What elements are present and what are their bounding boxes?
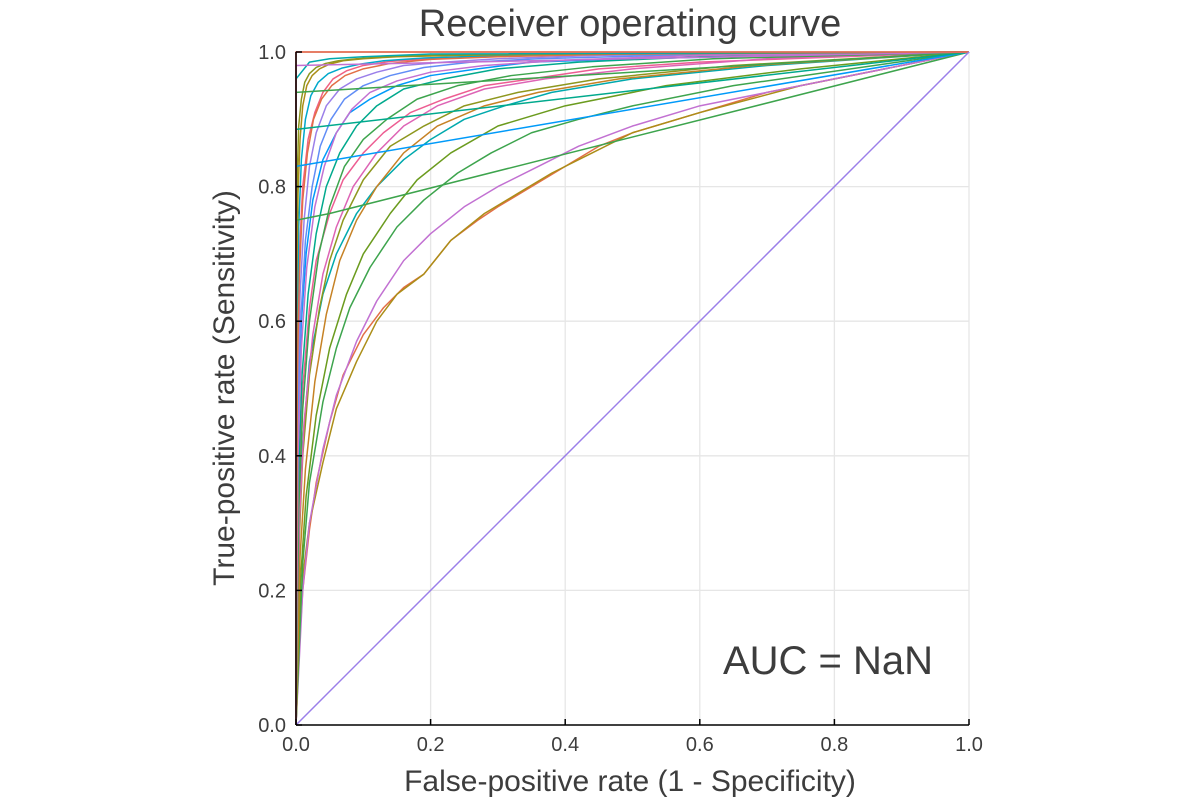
roc-curve-14: [295, 51, 970, 726]
y-axis-label: True-positive rate (Sensitivity): [208, 190, 241, 586]
y-tick-label: 1.0: [258, 42, 286, 64]
auc-annotation: AUC = NaN: [723, 639, 933, 683]
roc-curve-12: [295, 51, 970, 726]
x-axis-label: False-positive rate (1 - Specificity): [404, 765, 856, 798]
x-tick-label: 0.2: [417, 734, 445, 756]
roc-curve-21: [295, 51, 970, 725]
roc-curve-15: [295, 51, 970, 726]
y-tick-label: 0.4: [258, 446, 286, 468]
x-tick-label: 1.0: [955, 734, 983, 756]
roc-curve-18: [295, 51, 970, 726]
roc-curve-3: [295, 51, 970, 726]
roc-curve-11: [295, 51, 970, 726]
chart-title: Receiver operating curve: [419, 3, 841, 45]
axes: [295, 52, 969, 726]
roc-curve-17: [295, 51, 970, 726]
y-tick-label: 0.2: [258, 580, 286, 602]
roc-curve-16: [295, 51, 970, 726]
y-tick-label: 0.6: [258, 311, 286, 333]
roc-curve-30: [295, 51, 970, 726]
x-ticks: 0.0 0.2 0.4 0.6 0.8 1.0: [282, 719, 983, 756]
x-tick-label: 0.8: [820, 734, 848, 756]
roc-curve-4: [295, 51, 970, 726]
y-ticks: 0.0 0.2 0.4 0.6 0.8 1.0: [258, 42, 302, 737]
roc-curves: [295, 51, 970, 726]
x-tick-label: 0.4: [551, 734, 579, 756]
y-tick-label: 0.0: [258, 715, 286, 737]
roc-curve-19: [295, 51, 970, 726]
roc-curve-6: [295, 51, 970, 726]
x-tick-label: 0.6: [686, 734, 714, 756]
roc-curve-8: [295, 51, 970, 726]
x-tick-label: 0.0: [282, 734, 310, 756]
y-tick-label: 0.8: [258, 177, 286, 199]
